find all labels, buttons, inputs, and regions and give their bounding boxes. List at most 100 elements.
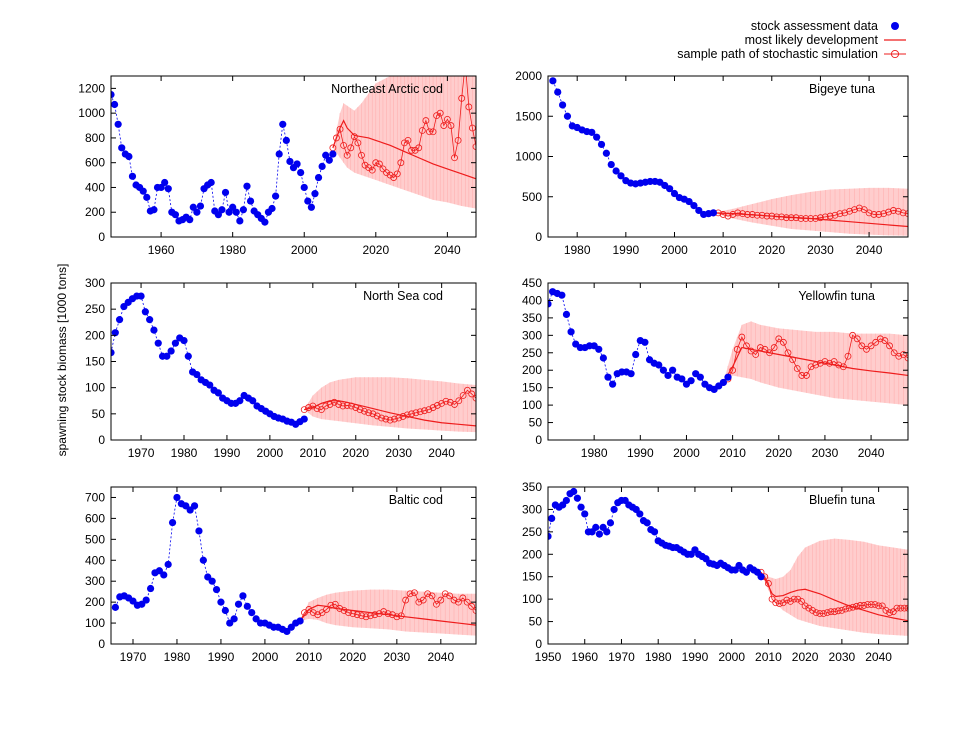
assessment-point	[221, 606, 229, 615]
x-tick-label: 2010	[755, 650, 782, 664]
sample-path-point	[397, 612, 405, 620]
sample-path-point	[820, 610, 827, 617]
assessment-point	[548, 300, 552, 308]
sample-path-point	[867, 601, 875, 608]
sample-path-point	[437, 596, 445, 604]
assessment-point	[573, 494, 581, 502]
x-tick-label: 1970	[120, 650, 147, 664]
sample-path-point	[853, 335, 861, 343]
assessment-point	[724, 373, 732, 381]
sample-path-point	[378, 414, 385, 422]
assessment-point	[687, 377, 695, 385]
assessment-point	[195, 527, 203, 535]
sample-path-point	[459, 594, 467, 602]
assessment-point	[567, 328, 575, 336]
sample-path-point	[860, 206, 868, 214]
x-tick-label: 2010	[719, 446, 746, 460]
sample-path-point	[433, 402, 441, 409]
sample-path-point	[365, 409, 373, 417]
assessment-point	[650, 528, 659, 536]
y-tick-label: 250	[522, 525, 542, 539]
sample-path-point	[305, 606, 313, 613]
sample-path-line	[723, 334, 908, 383]
panel-1: 0 500 1000 1500 2000 1980 1990 2000 2010 2020 2030…	[515, 69, 909, 257]
assessment-point	[164, 185, 172, 193]
sample-path-point	[809, 606, 816, 614]
sample-path-point	[406, 590, 414, 598]
panel-4: 0 100 200 300 400 500 600 700 1970 1980 1990 2000 20…	[85, 486, 477, 664]
sample-path-point	[393, 170, 401, 178]
sample-path-point	[863, 345, 870, 353]
x-tick-label: 1970	[608, 650, 635, 664]
sample-path-point	[330, 398, 338, 406]
sample-path-point	[391, 415, 398, 423]
sample-path-point	[361, 161, 369, 169]
sample-path-point	[812, 215, 819, 222]
assessment-point	[234, 600, 243, 608]
y-tick-label: 300	[522, 328, 542, 342]
y-tick-label: 500	[85, 532, 105, 546]
y-tick-label: 0	[535, 433, 542, 447]
sample-path-point	[871, 601, 879, 608]
sample-path-point	[878, 602, 886, 610]
x-tick-label: 2030	[807, 243, 834, 257]
assessment-point	[125, 152, 133, 161]
sample-path-point	[436, 109, 444, 117]
sample-path-point	[766, 349, 773, 357]
sample-path-point	[395, 414, 403, 422]
sample-path-point	[817, 214, 824, 222]
sample-path-point	[379, 165, 387, 173]
sample-path-point	[770, 344, 778, 351]
sample-path-point	[821, 213, 829, 221]
y-tick-label: 150	[522, 570, 542, 584]
assessment-point	[592, 523, 600, 531]
sample-path-point	[339, 402, 347, 410]
sample-path-point	[356, 406, 364, 414]
x-tick-label: 2000	[291, 243, 318, 257]
sample-path-point	[455, 397, 463, 405]
sample-path-point	[758, 211, 766, 219]
sample-path-point	[418, 127, 426, 134]
assessment-point	[664, 371, 672, 380]
sample-path-point	[855, 204, 863, 212]
sample-path-point	[875, 211, 883, 218]
sample-path-point	[842, 605, 849, 613]
legend-label-most-likely: most likely development	[745, 33, 879, 47]
assessment-point	[184, 352, 192, 360]
sample-path-point	[886, 342, 893, 350]
y-tick-label: 200	[522, 363, 542, 377]
x-tick-label: 1990	[208, 650, 235, 664]
assessment-point	[599, 354, 607, 362]
x-tick-label: 1950	[535, 650, 562, 664]
legend-label-sample-path: sample path of stochastic simulation	[677, 47, 878, 61]
y-tick-label: 0	[98, 230, 105, 244]
sample-path-point	[354, 139, 362, 147]
x-tick-label: 2030	[829, 650, 856, 664]
y-tick-label: 600	[85, 156, 105, 170]
assessment-point	[190, 502, 199, 510]
assessment-point	[558, 291, 566, 299]
y-axis-label: spawning stock biomass [1000 tons]	[55, 264, 69, 457]
x-tick-label: 1990	[627, 446, 654, 460]
assessment-point	[678, 375, 686, 383]
sample-path-point	[845, 604, 853, 612]
sample-path-point	[765, 580, 772, 587]
assessment-point	[581, 510, 589, 518]
sample-path-point	[462, 61, 468, 67]
sample-path-point	[336, 125, 344, 133]
sample-path-point	[348, 402, 355, 410]
sample-path-point	[426, 128, 433, 136]
assessment-point	[173, 493, 181, 502]
sample-path-point	[841, 209, 849, 217]
x-tick-label: 2030	[812, 446, 839, 460]
y-tick-label: 400	[522, 293, 542, 307]
sample-path-point	[411, 589, 418, 597]
sample-path-point	[867, 342, 875, 350]
x-tick-label: 1980	[171, 446, 198, 460]
sample-path-point	[890, 349, 898, 357]
panel-0: 0 200 400 600 800 1000 1200 1960 1980 2000 2020 204…	[78, 61, 477, 257]
sample-path-point	[897, 604, 905, 612]
x-tick-label: 2000	[257, 446, 284, 460]
sample-path-point	[369, 410, 377, 418]
sample-path-point	[336, 605, 344, 612]
